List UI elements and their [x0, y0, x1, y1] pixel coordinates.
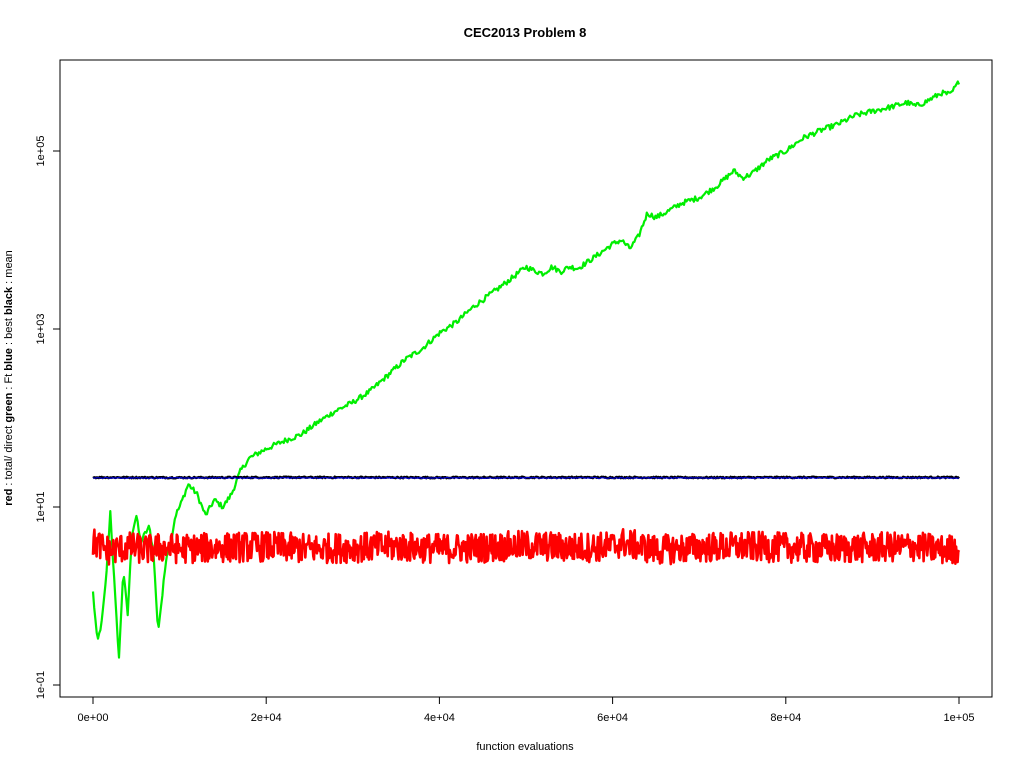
x-tick-label: 2e+04	[251, 712, 282, 724]
x-tick-label: 8e+04	[770, 712, 801, 724]
y-label-part: black	[3, 286, 15, 315]
y-tick-label: 1e-01	[35, 671, 47, 699]
y-label-part: : best	[3, 315, 15, 348]
y-label-part: green	[3, 392, 15, 422]
y-axis: 1e-01 1e+01 1e+03 1e+05	[35, 136, 61, 699]
y-label-part: blue	[3, 348, 15, 371]
y-axis-label: red : total/ direct green : Ft blue : be…	[3, 250, 15, 506]
y-label-part: red	[3, 489, 15, 506]
plot-frame	[59, 59, 993, 698]
series-green-ft-line	[91, 80, 961, 659]
x-tick-label: 1e+05	[944, 712, 975, 724]
x-axis: 0e+00 2e+04 4e+04 6e+04 8e+04 1e+05	[78, 696, 975, 724]
y-tick-label: 1e+01	[35, 492, 47, 523]
series-red-total-direct-line	[91, 528, 961, 566]
series-blue-best-line	[92, 476, 960, 480]
y-label-part: : Ft	[3, 371, 15, 393]
y-tick-label: 1e+03	[35, 314, 47, 345]
x-axis-label: function evaluations	[476, 741, 574, 753]
x-tick-label: 0e+00	[78, 712, 109, 724]
chart-title: CEC2013 Problem 8	[464, 25, 587, 40]
y-label-part: : total/ direct	[3, 423, 15, 489]
series-layer	[91, 80, 961, 659]
y-label-part: : mean	[3, 250, 15, 287]
x-tick-label: 4e+04	[424, 712, 455, 724]
y-tick-label: 1e+05	[35, 136, 47, 167]
x-tick-label: 6e+04	[597, 712, 628, 724]
